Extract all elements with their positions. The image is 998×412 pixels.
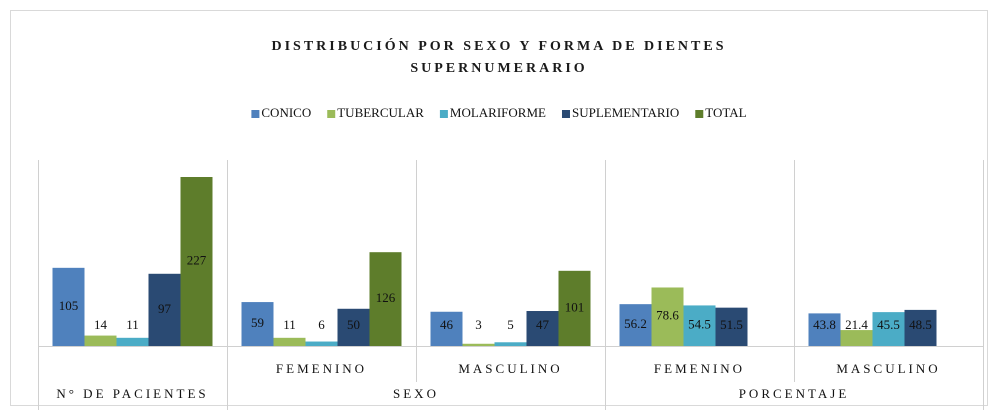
group-label: PORCENTAJE <box>739 386 850 401</box>
data-label: 54.5 <box>688 317 711 332</box>
bar <box>808 313 841 346</box>
chart-border <box>10 10 988 406</box>
x-tick-label: FEMENINO <box>654 361 745 376</box>
bar <box>148 273 181 346</box>
bar <box>558 270 591 346</box>
bar <box>273 337 306 346</box>
legend-label: TUBERCULAR <box>337 105 424 120</box>
bar <box>683 305 716 346</box>
bar <box>180 177 213 346</box>
legend-label: MOLARIFORME <box>450 105 546 120</box>
bar <box>904 309 937 346</box>
bar <box>715 307 748 346</box>
bar <box>430 311 463 346</box>
data-label: 51.5 <box>720 317 743 332</box>
legend-label: SUPLEMENTARIO <box>572 105 679 120</box>
chart-title: DISTRIBUCIÓN POR SEXO Y FORMA DE DIENTES… <box>271 39 727 76</box>
legend-swatch <box>439 110 448 118</box>
x-tick-label: MASCULINO <box>836 361 940 376</box>
data-label: 56.2 <box>624 316 647 331</box>
bar <box>840 330 873 346</box>
legend-swatch <box>695 110 704 118</box>
bar <box>305 341 338 346</box>
legend-swatch <box>251 110 260 118</box>
data-label: 101 <box>565 299 585 314</box>
data-label: 21.4 <box>845 317 868 332</box>
bar <box>651 287 684 346</box>
bar <box>84 335 117 346</box>
data-label: 3 <box>475 317 482 332</box>
legend-label: TOTAL <box>705 105 746 120</box>
data-label: 50 <box>347 317 360 332</box>
bar <box>241 302 274 346</box>
data-label: 14 <box>94 317 108 332</box>
legend-swatch <box>561 110 570 118</box>
x-tick-label: MASCULINO <box>458 361 562 376</box>
data-label: 6 <box>318 317 325 332</box>
legend-label: CONICO <box>261 105 311 120</box>
data-label: 11 <box>283 317 296 332</box>
bar <box>337 308 370 346</box>
data-label: 47 <box>536 317 550 332</box>
bar <box>369 252 402 346</box>
bar <box>462 343 495 346</box>
bar <box>526 311 559 346</box>
data-label: 43.8 <box>813 317 836 332</box>
bar <box>494 342 527 346</box>
data-label: 11 <box>126 317 139 332</box>
bar <box>619 304 652 346</box>
data-label: 59 <box>251 315 264 330</box>
data-label: 46 <box>440 317 454 332</box>
bar <box>116 337 149 346</box>
x-tick-label: FEMENINO <box>276 361 367 376</box>
bar <box>52 267 85 346</box>
data-label: 105 <box>59 298 79 313</box>
group-label: SEXO <box>393 386 439 401</box>
data-label: 5 <box>507 317 514 332</box>
bar <box>872 312 905 346</box>
legend-swatch <box>327 110 336 118</box>
data-label: 97 <box>158 301 172 316</box>
group-label: N° DE PACIENTES <box>56 386 208 401</box>
data-label: 45.5 <box>877 317 900 332</box>
data-label: 78.6 <box>656 308 679 323</box>
data-label: 48.5 <box>909 317 932 332</box>
data-label: 126 <box>376 290 396 305</box>
data-label: 227 <box>187 252 207 267</box>
